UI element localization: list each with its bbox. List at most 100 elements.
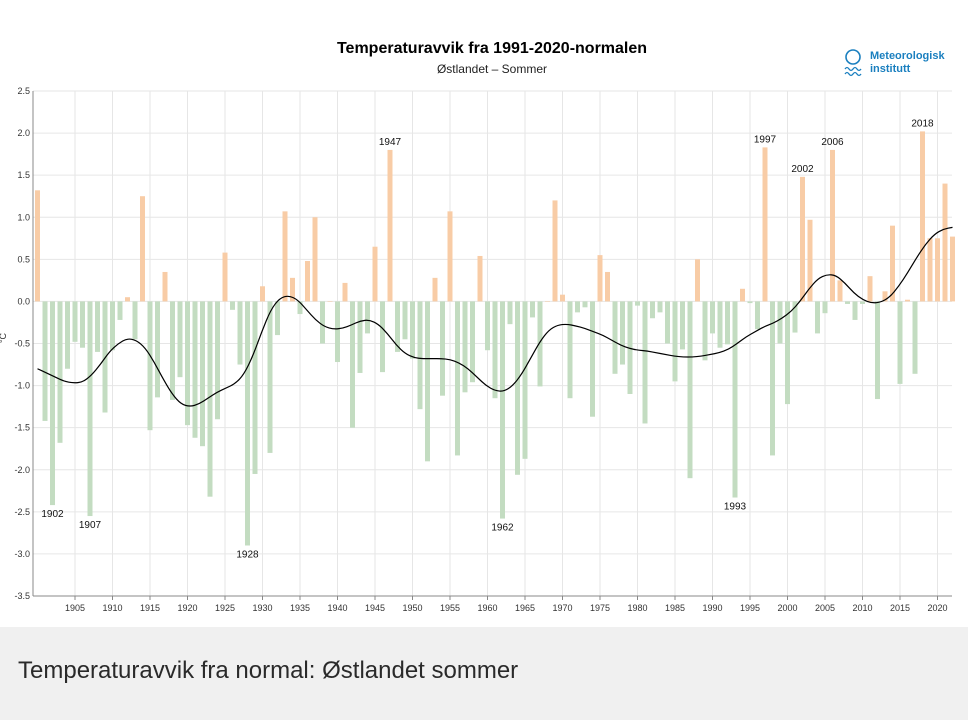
- bar-1957: [462, 301, 468, 393]
- bar-1983: [657, 301, 663, 313]
- bar-1942: [350, 301, 355, 428]
- bar-1984: [665, 301, 670, 344]
- bar-1935: [297, 301, 303, 315]
- y-tick-label: -2.0: [14, 465, 30, 475]
- bar-1925: [222, 252, 228, 302]
- bar-1981: [642, 301, 648, 424]
- bar-1956: [455, 301, 460, 456]
- bar-1901: [42, 301, 48, 421]
- bar-1902: [50, 301, 55, 506]
- bar-1955: [447, 211, 453, 302]
- annotation-2006: 2006: [821, 137, 844, 148]
- bar-1999: [777, 301, 783, 344]
- bar-1916: [155, 301, 160, 398]
- y-tick-label: -0.5: [14, 339, 30, 349]
- x-tick-label: 1970: [552, 603, 572, 613]
- bar-1905: [72, 301, 78, 342]
- bar-1946: [380, 301, 385, 373]
- bar-1967: [537, 301, 543, 387]
- bar-1940: [335, 301, 340, 363]
- bar-1974: [590, 301, 595, 417]
- bar-1973: [582, 301, 588, 308]
- y-tick-label: 1.0: [17, 212, 30, 222]
- bar-1993: [732, 301, 738, 498]
- bar-2003: [807, 219, 813, 302]
- chart-panel: 2.5 2.0 1.5 1.0 0.5 0.0 -0.5 -1.0 -1.5 -2.0 -2.5 -3…: [0, 40, 962, 613]
- bar-1971: [567, 301, 573, 399]
- x-tick-label: 1905: [65, 603, 85, 613]
- bar-1943: [357, 301, 363, 373]
- met-logo-text: Meteorologisk institutt: [870, 50, 945, 76]
- bar-1947: [387, 149, 393, 302]
- bar-1966: [530, 301, 535, 318]
- bar-1927: [237, 301, 243, 365]
- met-logo[interactable]: Meteorologisk institutt: [842, 48, 962, 80]
- bar-1921: [192, 301, 198, 438]
- bar-1950: [410, 301, 415, 359]
- x-tick-label: 1965: [515, 603, 535, 613]
- bar-2017: [912, 301, 918, 374]
- bar-2015: [897, 301, 903, 384]
- temperature-chart: 2.5 2.0 1.5 1.0 0.5 0.0 -0.5 -1.0 -1.5 -2.0 -2.5 -3…: [14, 86, 955, 613]
- bar-1932: [275, 301, 280, 336]
- x-tick-label: 1925: [215, 603, 235, 613]
- bar-1980: [635, 301, 640, 306]
- bar-1992: [725, 301, 730, 345]
- bar-1986: [680, 301, 685, 350]
- x-tick-label: 2020: [927, 603, 947, 613]
- smoothed-curve: [37, 226, 953, 407]
- bar-2016: [905, 299, 910, 302]
- annotation-2018: 2018: [911, 118, 934, 129]
- bar-1937: [312, 217, 318, 302]
- bar-1913: [132, 301, 138, 340]
- bar-2007: [837, 280, 843, 302]
- bar-1939: [327, 301, 333, 302]
- x-tick-label: 1910: [102, 603, 122, 613]
- annotation-1962: 1962: [491, 523, 514, 534]
- y-axis-unit: °C: [0, 332, 9, 344]
- bar-2008: [845, 301, 850, 304]
- y-tick-label: 1.5: [17, 170, 30, 180]
- bar-1919: [177, 301, 183, 378]
- bar-1931: [267, 301, 273, 453]
- bar-2013: [882, 291, 888, 302]
- y-tick-label: -1.5: [14, 423, 30, 433]
- met-logo-line1: Meteorologisk: [870, 50, 945, 62]
- bar-1959: [477, 255, 483, 302]
- bar-2022: [950, 236, 955, 302]
- y-tick-label: 0.5: [17, 254, 30, 264]
- x-tick-label: 1995: [740, 603, 760, 613]
- bar-1928: [245, 301, 250, 546]
- x-tick-label: 1930: [252, 603, 272, 613]
- bar-1906: [80, 301, 85, 348]
- bar-1978: [620, 301, 625, 365]
- y-tick-label: -3.5: [14, 591, 30, 601]
- bar-1989: [702, 301, 708, 361]
- bar-1944: [365, 301, 370, 334]
- bar-1968: [545, 301, 550, 302]
- bar-2005: [822, 301, 828, 314]
- annotation-1997: 1997: [754, 134, 777, 145]
- bar-1963: [507, 301, 513, 325]
- bar-1998: [770, 301, 775, 456]
- bar-1975: [597, 255, 603, 302]
- bar-1933: [282, 211, 288, 302]
- bar-1972: [575, 301, 580, 313]
- bar-1961: [492, 301, 498, 399]
- bar-1945: [372, 246, 378, 302]
- bar-1903: [57, 301, 63, 443]
- bar-2011: [867, 276, 873, 302]
- bar-1922: [200, 301, 205, 447]
- bar-1911: [117, 301, 123, 320]
- bar-1914: [140, 196, 145, 302]
- bar-2009: [852, 301, 858, 320]
- y-tick-label: 2.0: [17, 128, 30, 138]
- x-tick-label: 2000: [777, 603, 797, 613]
- bar-1949: [402, 301, 408, 340]
- chart-subtitle: Østlandet – Sommer: [436, 62, 548, 76]
- x-tick-label: 1915: [140, 603, 160, 613]
- x-tick-label: 2010: [852, 603, 872, 613]
- bar-1964: [515, 301, 520, 475]
- bar-1924: [215, 301, 220, 420]
- bar-2020: [935, 238, 940, 302]
